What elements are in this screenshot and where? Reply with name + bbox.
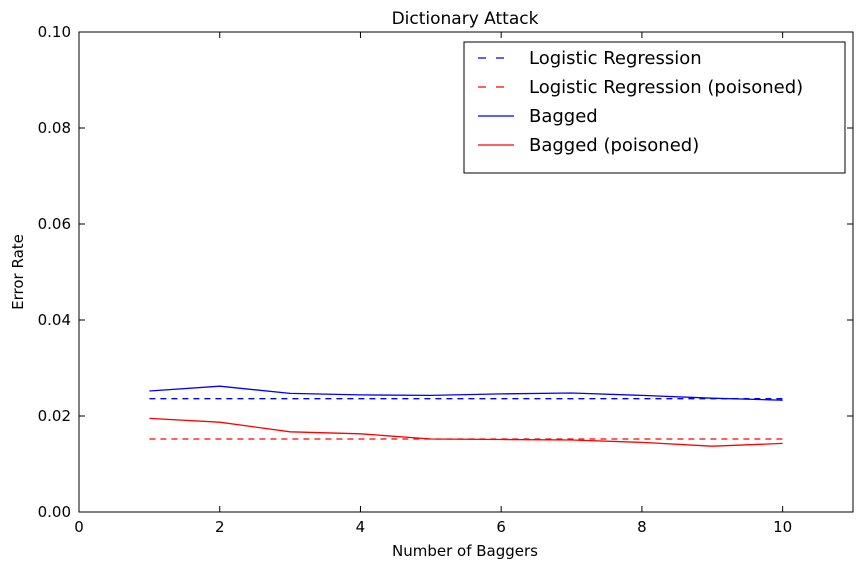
x-tick-label: 4 <box>356 518 366 536</box>
x-tick-label: 10 <box>773 518 792 536</box>
y-tick-label: 0.02 <box>38 407 71 425</box>
y-axis-title: Error Rate <box>9 234 27 310</box>
series-line-3 <box>149 385 783 401</box>
y-tick-label: 0.00 <box>38 503 71 521</box>
x-tick-label: 6 <box>496 518 506 536</box>
series-layer <box>149 385 783 447</box>
chart-title: Dictionary Attack <box>392 9 539 29</box>
legend: Logistic Regression Logistic Regression (… <box>463 41 846 174</box>
legend-box <box>463 41 846 174</box>
series-line-4 <box>149 417 783 447</box>
x-axis: 0 2 4 6 8 10 <box>74 32 792 536</box>
x-tick-label: 8 <box>637 518 647 536</box>
legend-label: Bagged <box>529 106 598 127</box>
x-tick-label: 0 <box>74 518 84 536</box>
legend-label: Bagged (poisoned) <box>529 135 699 156</box>
y-axis: 0.00 0.02 0.04 0.06 0.08 0.10 <box>38 23 853 521</box>
x-axis-title: Number of Baggers <box>392 542 538 560</box>
y-tick-label: 0.04 <box>38 311 71 329</box>
legend-label: Logistic Regression <box>529 48 702 69</box>
x-tick-label: 2 <box>215 518 225 536</box>
legend-label: Logistic Regression (poisoned) <box>529 77 803 98</box>
y-tick-label: 0.10 <box>38 23 71 41</box>
y-tick-label: 0.08 <box>38 119 71 137</box>
y-tick-label: 0.06 <box>38 215 71 233</box>
